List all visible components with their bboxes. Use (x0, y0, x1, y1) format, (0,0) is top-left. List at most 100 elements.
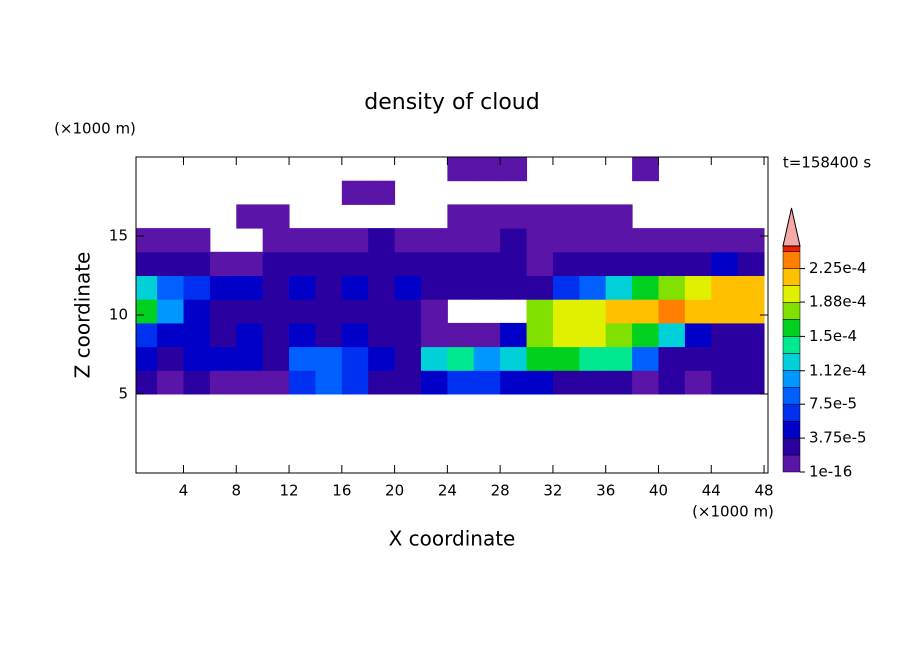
field-cell (262, 299, 290, 324)
field-cell (341, 299, 369, 324)
y-unit: (×1000 m) (54, 120, 136, 138)
field-cell (658, 275, 686, 300)
colorbar-band (782, 285, 801, 303)
field-cell (447, 322, 475, 348)
field-cell (684, 275, 712, 300)
field-cell (552, 228, 580, 253)
field-cell (183, 370, 211, 395)
x-tick-label: 24 (438, 482, 457, 500)
colorbar-band (782, 387, 801, 405)
field-cell (737, 275, 765, 300)
field-cell (473, 346, 501, 371)
field-cell (632, 346, 659, 371)
field-cell (500, 346, 528, 371)
field-cell (552, 370, 580, 395)
field-cell (136, 322, 158, 348)
field-cell (420, 251, 448, 276)
x-tick-label: 16 (332, 482, 351, 500)
field-cell (552, 346, 580, 371)
field-cell (500, 370, 528, 395)
field-cell (289, 251, 316, 276)
field-cell (711, 251, 739, 276)
field-cell (526, 370, 554, 395)
field-cell (394, 299, 422, 324)
field-cell (209, 370, 237, 395)
field-cell (368, 299, 396, 324)
field-cell (711, 322, 739, 348)
field-cell (684, 322, 712, 348)
colorbar-band (782, 302, 801, 320)
field-cell (526, 299, 554, 324)
field-cell (447, 275, 475, 300)
colorbar-tick-label: 1.88e-4 (809, 293, 867, 311)
field-cell (136, 346, 158, 371)
field-cell (632, 322, 659, 348)
colorbar-tick-label: 1e-16 (809, 463, 852, 481)
field-cell (157, 322, 184, 348)
field-cell (552, 251, 580, 276)
field-cell (579, 370, 607, 395)
field-cell (183, 228, 211, 253)
colorbar-band (782, 403, 801, 422)
colorbar-tick-label: 1.5e-4 (809, 327, 857, 345)
field-cell (394, 322, 422, 348)
field-cell (447, 228, 475, 253)
field-cell (262, 322, 290, 348)
field-cell (236, 275, 264, 300)
field-cell (632, 370, 659, 395)
field-cell (526, 251, 554, 276)
field-cell (183, 251, 211, 276)
x-tick-label: 20 (385, 482, 404, 500)
field-cell (183, 346, 211, 371)
field-cell (262, 228, 290, 253)
colorbar-tick-label: 3.75e-5 (809, 429, 867, 447)
colorbar-tick-label: 7.5e-5 (809, 395, 857, 413)
field-cell (473, 204, 501, 229)
field-cell (579, 228, 607, 253)
field-cell (658, 228, 686, 253)
field-cell (289, 299, 316, 324)
field-cell (420, 275, 448, 300)
y-axis-label: Z coordinate (71, 252, 95, 379)
field-cell (236, 370, 264, 395)
field-cell (605, 251, 633, 276)
field-cell (420, 228, 448, 253)
field-cell (658, 299, 686, 324)
field-cell (737, 322, 765, 348)
field-cell (526, 228, 554, 253)
colorbar-tick-label: 2.25e-4 (809, 259, 867, 277)
field-cell (579, 251, 607, 276)
field-cell (473, 322, 501, 348)
field-cell (711, 275, 739, 300)
field-cell (262, 370, 290, 395)
field-cell (315, 346, 343, 371)
field-cell (209, 251, 237, 276)
field-cell (684, 251, 712, 276)
field-cell (605, 346, 633, 371)
field-cell (368, 228, 396, 253)
field-cell (605, 322, 633, 348)
field-cell (368, 322, 396, 348)
field-cell (136, 251, 158, 276)
field-cell (473, 275, 501, 300)
colorbar-band (782, 437, 801, 456)
field-cell (183, 322, 211, 348)
field-cell (394, 228, 422, 253)
field-cell (658, 346, 686, 371)
field-cell (315, 275, 343, 300)
field-cell (605, 370, 633, 395)
field-cell (711, 228, 739, 253)
field-cell (236, 204, 264, 229)
colorbar-band (782, 370, 801, 388)
field-cell (289, 228, 316, 253)
field-cell (157, 275, 184, 300)
field-cell (684, 346, 712, 371)
x-tick-label: 32 (543, 482, 562, 500)
x-unit: (×1000 m) (692, 503, 774, 521)
field-cell (711, 346, 739, 371)
field-cell (341, 370, 369, 395)
field-cell (473, 157, 501, 182)
x-tick-label: 44 (702, 482, 721, 500)
field-cell (136, 275, 158, 300)
